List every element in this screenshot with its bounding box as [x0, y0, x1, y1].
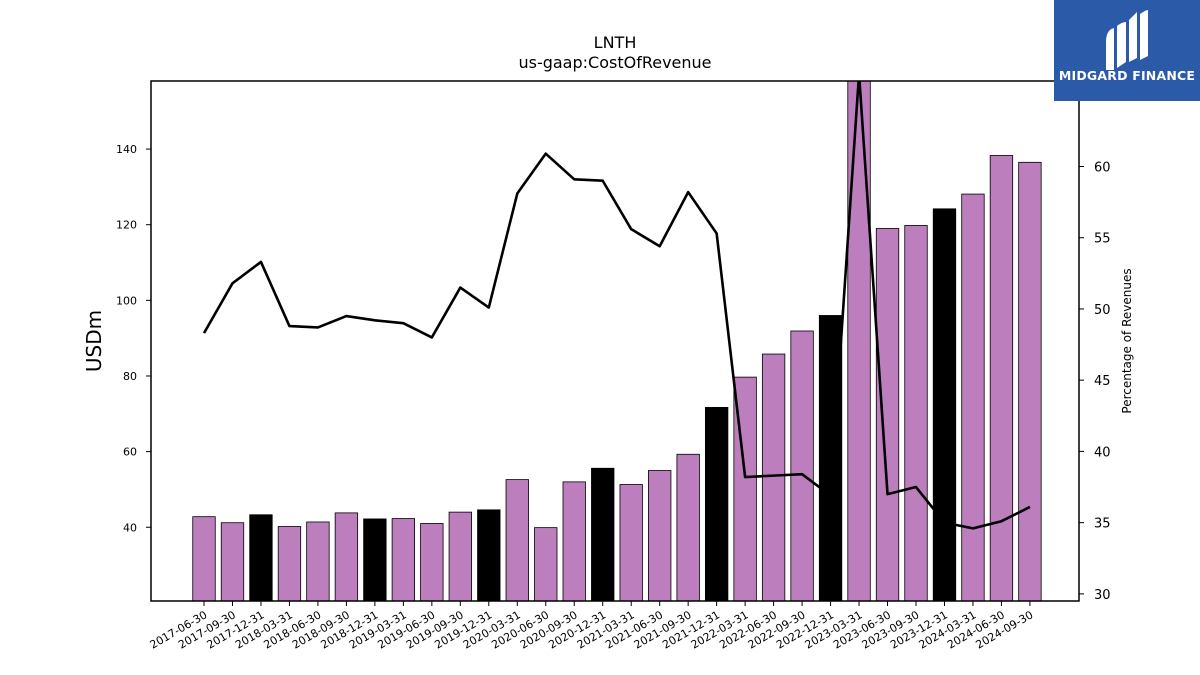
y-axis-label: USDm	[82, 310, 106, 372]
bar-2022-09-30	[790, 330, 814, 601]
bar-2019-09-30	[448, 511, 472, 601]
bar-2020-09-30	[562, 481, 586, 601]
bar-2024-06-30	[989, 155, 1014, 601]
brand-logo: MIDGARD FINANCE	[1054, 0, 1200, 101]
bar-2024-03-31	[961, 193, 985, 601]
bar-2018-03-31	[277, 526, 302, 601]
percentage-line	[202, 81, 1031, 530]
bar-2017-12-31	[249, 514, 273, 601]
bar-2023-09-30	[904, 225, 928, 601]
bar-2022-12-31	[818, 315, 843, 601]
chart-title: LNTH	[594, 33, 637, 52]
y-tick-label-80: 80	[123, 370, 137, 383]
brand-mark-icon	[1106, 10, 1148, 70]
bar-2020-03-31	[505, 479, 529, 601]
y-right-tick-label-45: 45	[1094, 374, 1111, 389]
bar-2018-06-30	[306, 521, 330, 601]
bar-2019-12-31	[477, 509, 501, 601]
bar-2019-06-30	[420, 523, 444, 601]
y-right-tick-label-50: 50	[1094, 303, 1111, 318]
bar-2021-06-30	[648, 470, 672, 601]
bar-2020-06-30	[534, 527, 558, 601]
bar-series	[192, 81, 1042, 601]
y-axis-right: 30 35 40 45 50 55 60	[1079, 160, 1111, 603]
y-right-tick-label-30: 30	[1094, 588, 1111, 603]
bar-2017-06-30	[192, 516, 216, 601]
y-tick-label-100: 100	[116, 294, 137, 307]
y-right-tick-label-55: 55	[1094, 232, 1111, 247]
bar-2020-12-31	[591, 467, 615, 601]
y-right-tick-label-60: 60	[1094, 160, 1111, 175]
bar-2021-03-31	[619, 484, 643, 601]
bar-2023-12-31	[932, 208, 957, 601]
bar-2021-12-31	[704, 406, 729, 601]
bar-2021-09-30	[676, 453, 700, 601]
brand-logo-text: MIDGARD FINANCE	[1058, 68, 1196, 83]
y-right-tick-label-35: 35	[1094, 517, 1111, 532]
bar-2018-09-30	[334, 512, 359, 601]
y-tick-label-60: 60	[123, 446, 137, 459]
bar-2023-06-30	[875, 228, 900, 601]
y-right-tick-label-40: 40	[1094, 445, 1111, 460]
bar-2018-12-31	[363, 518, 387, 601]
plot-frame	[150, 80, 1080, 602]
y-axis-left: 40 60 80 100 120 140	[116, 143, 151, 534]
y-tick-label-120: 120	[116, 219, 137, 232]
bar-2022-06-30	[761, 353, 786, 601]
bar-2024-09-30	[1018, 161, 1042, 601]
y-tick-label-40: 40	[123, 521, 137, 534]
line-series	[202, 81, 1031, 530]
bar-2023-03-31	[847, 81, 871, 601]
y-axis-right-label: Percentage of Revenues	[1120, 268, 1134, 413]
chart-subtitle: us-gaap:CostOfRevenue	[518, 53, 711, 72]
bar-2019-03-31	[391, 518, 416, 601]
bar-2017-09-30	[220, 522, 245, 601]
y-tick-label-140: 140	[116, 143, 137, 156]
x-axis: 2017-06-302017-09-302017-12-312018-03-31…	[148, 601, 1035, 652]
